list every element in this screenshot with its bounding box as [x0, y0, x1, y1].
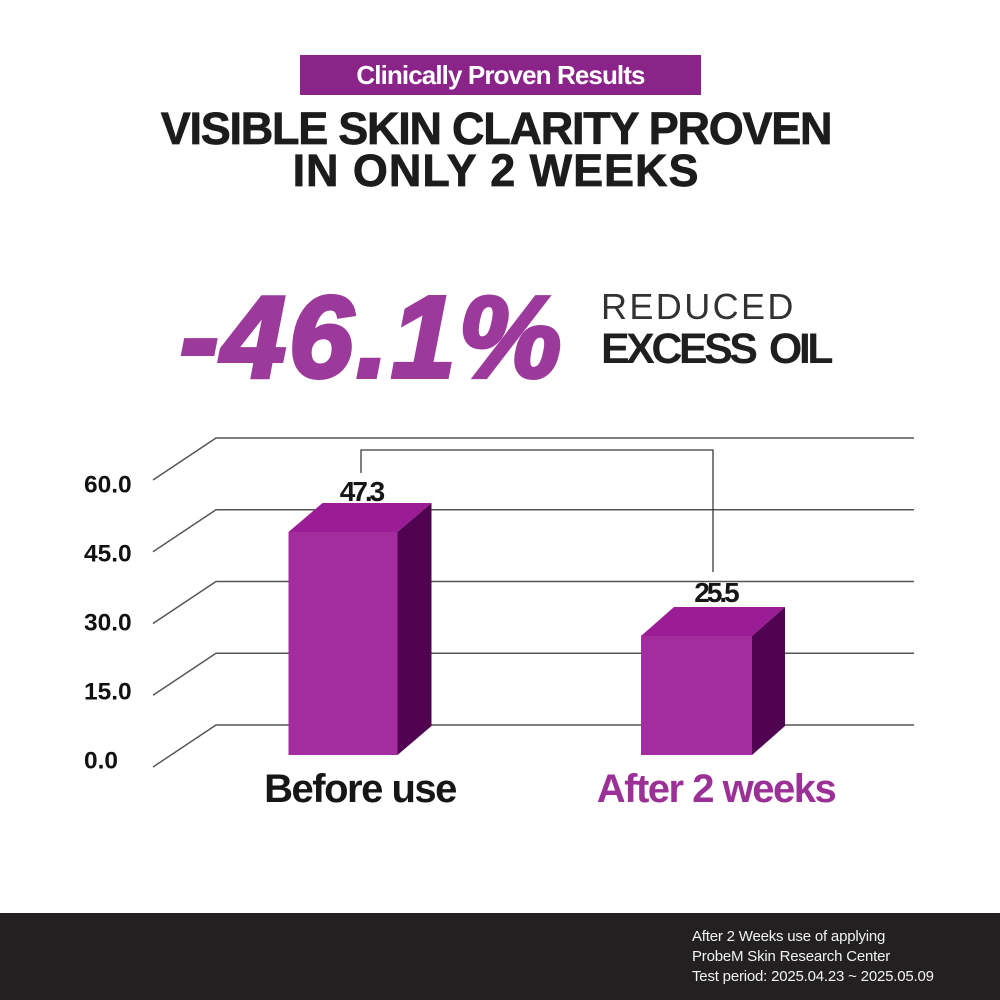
svg-text:15.0: 15.0	[84, 679, 132, 706]
svg-text:After 2 weeks: After 2 weeks	[597, 767, 836, 811]
svg-text:0.0: 0.0	[84, 748, 118, 775]
svg-text:60.0: 60.0	[84, 472, 132, 499]
svg-text:30.0: 30.0	[84, 610, 132, 637]
svg-text:47.3: 47.3	[340, 476, 385, 507]
svg-text:45.0: 45.0	[84, 541, 132, 568]
svg-text:25.5: 25.5	[694, 577, 739, 608]
svg-text:Before use: Before use	[264, 767, 456, 811]
